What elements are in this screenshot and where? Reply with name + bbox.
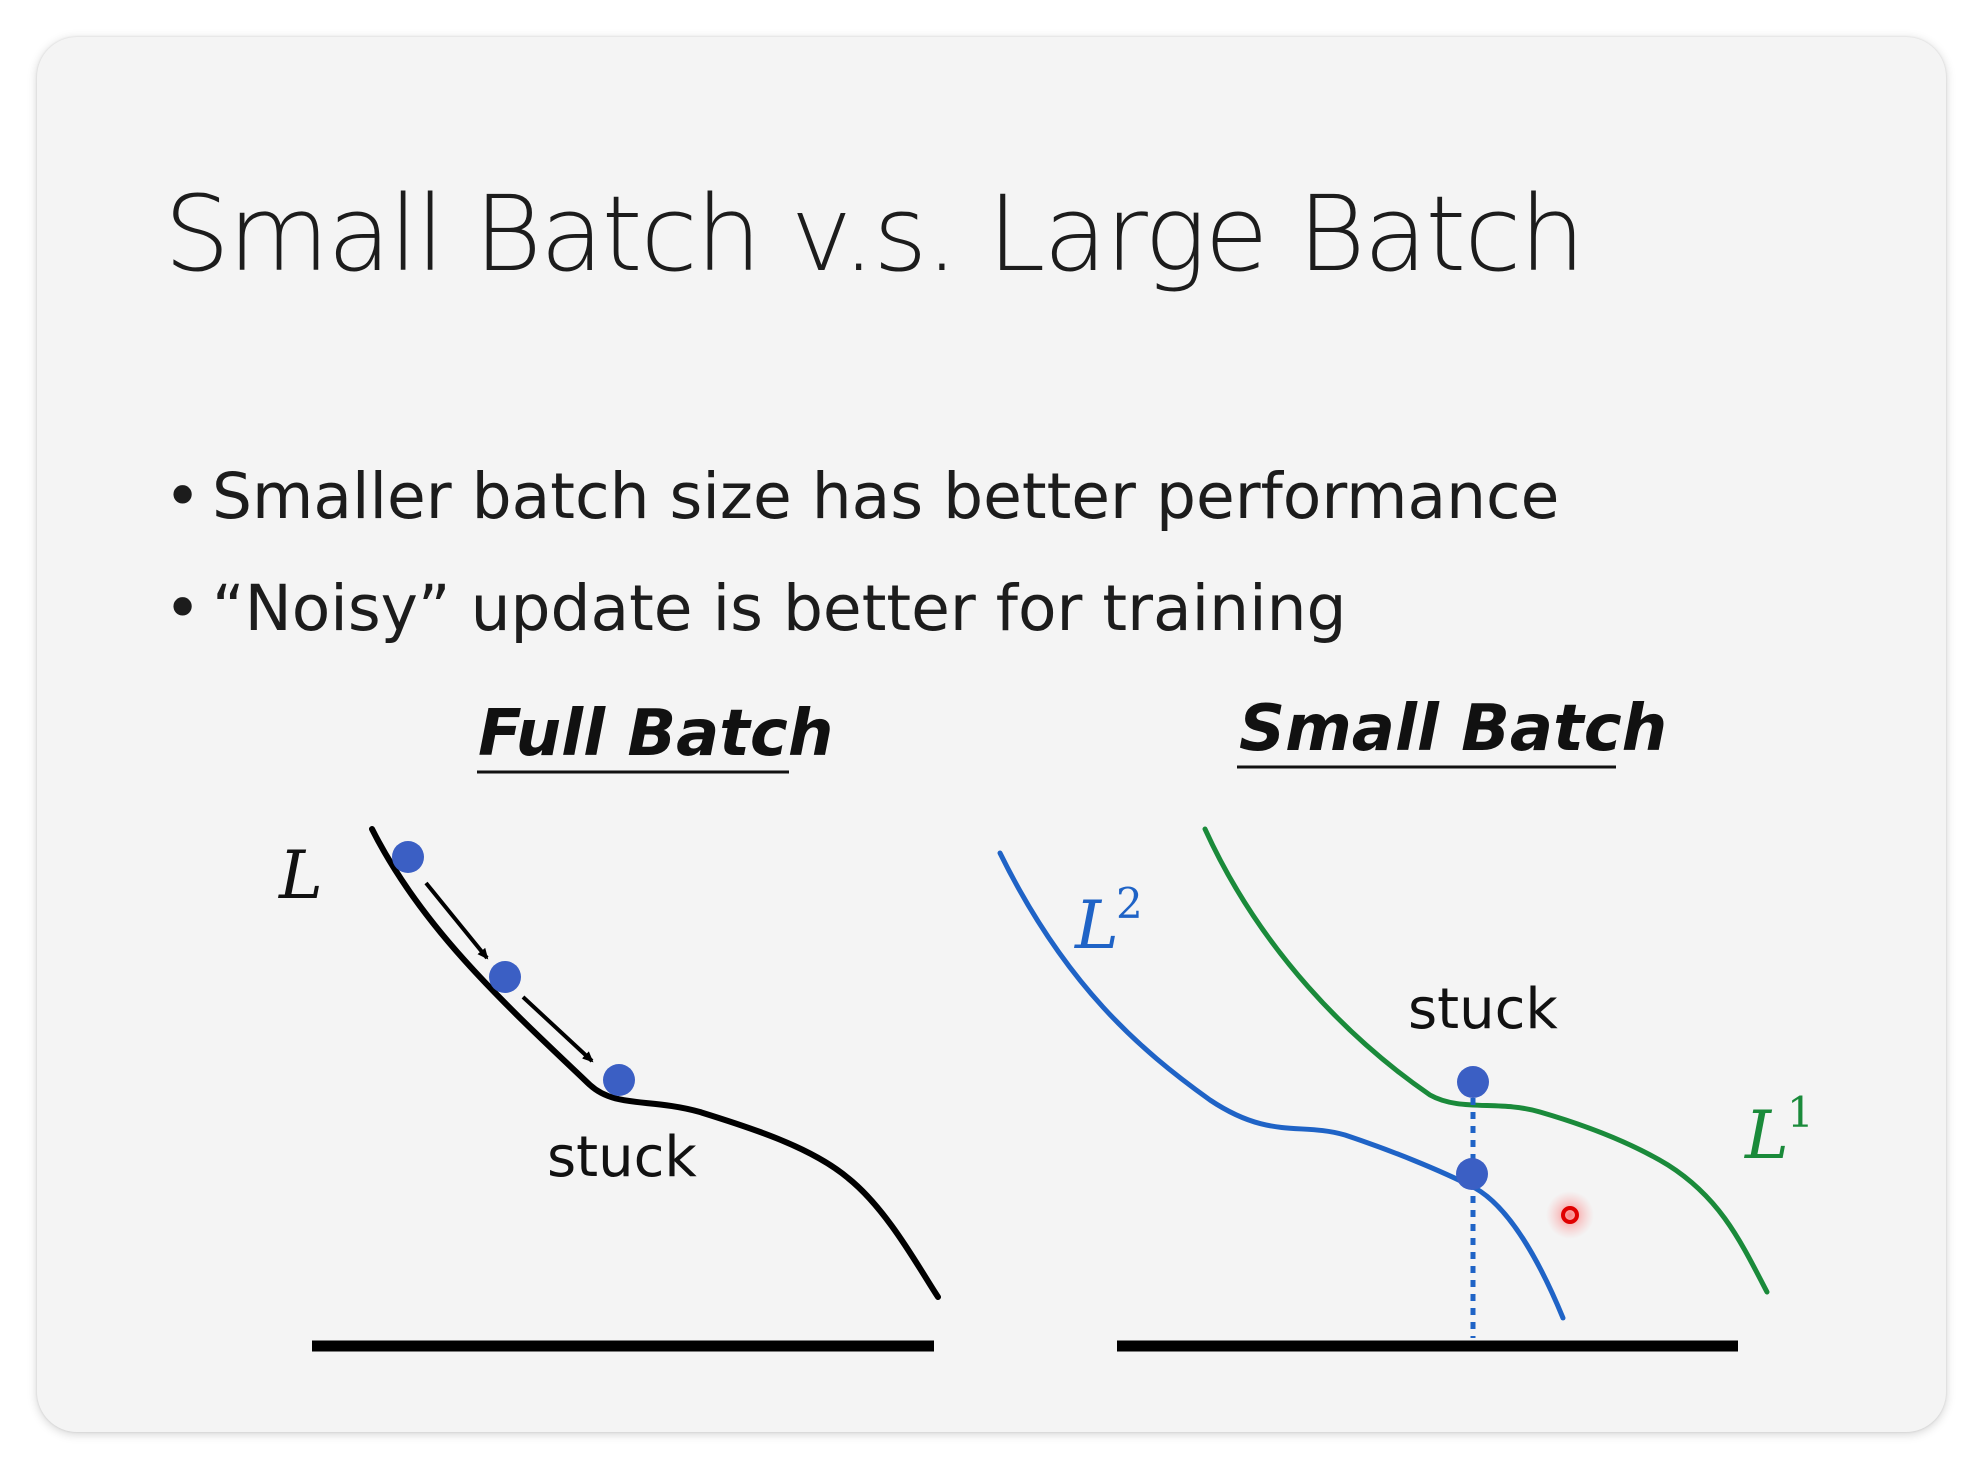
cursor-dot — [1561, 1206, 1579, 1224]
bullet-item: “Noisy” update is better for training — [164, 559, 1559, 671]
curve-label-l1-superscript: 1 — [1787, 1088, 1814, 1137]
cursor-indicator — [1546, 1191, 1594, 1239]
loss-axis-label: L — [278, 837, 323, 914]
curve-label-l2: L — [1074, 887, 1119, 964]
full-batch-loss-curve — [369, 826, 941, 1300]
full-batch-heading: Full Batch — [478, 697, 833, 771]
small-batch-diagram: Small Batch stuck L 2 L 1 — [997, 692, 1814, 1352]
stuck-label: stuck — [1408, 977, 1558, 1042]
loss-curve-l1 — [1202, 826, 1770, 1295]
curve-label-l2-superscript: 2 — [1116, 879, 1143, 928]
bullet-list: Smaller batch size has better performanc… — [164, 447, 1559, 671]
parameter-dot — [392, 841, 424, 873]
slide-title: Small Batch v.s. Large Batch — [164, 173, 1585, 295]
curve-label-l1-base: L — [1744, 1097, 1789, 1174]
bullet-item: Smaller batch size has better performanc… — [164, 447, 1559, 559]
parameter-dot — [1457, 1066, 1489, 1098]
parameter-dot — [489, 961, 521, 993]
slide: Small Batch v.s. Large Batch Smaller bat… — [37, 37, 1946, 1432]
curve-label-l1: L — [1744, 1097, 1789, 1174]
cursor-glow — [1546, 1191, 1594, 1239]
curve-label-l2-base: L — [1074, 887, 1119, 964]
loss-curve-l2 — [997, 850, 1566, 1321]
parameter-dot — [1456, 1158, 1488, 1190]
stuck-label: stuck — [547, 1125, 697, 1190]
full-batch-diagram: Full Batch L stuck — [278, 697, 941, 1352]
update-arrow — [424, 881, 489, 960]
parameter-dot — [603, 1064, 635, 1096]
update-arrow — [521, 995, 594, 1063]
small-batch-heading: Small Batch — [1239, 692, 1667, 766]
